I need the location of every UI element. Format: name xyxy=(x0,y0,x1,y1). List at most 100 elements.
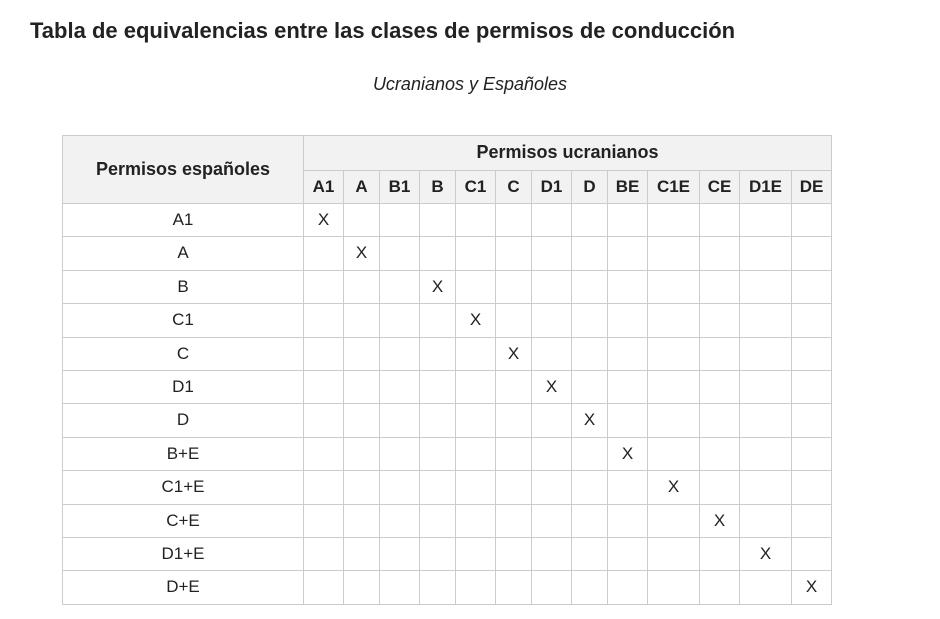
cell xyxy=(380,571,420,604)
column-header: C1 xyxy=(456,170,496,203)
table-head: Permisos españoles Permisos ucranianos A… xyxy=(63,136,832,204)
cell xyxy=(344,404,380,437)
cell xyxy=(700,237,740,270)
table-row: B+EX xyxy=(63,437,832,470)
cell xyxy=(420,437,456,470)
cell xyxy=(420,571,456,604)
cell xyxy=(572,304,608,337)
column-header: C xyxy=(496,170,532,203)
cell xyxy=(608,237,648,270)
cell xyxy=(608,304,648,337)
row-label: D1+E xyxy=(63,537,304,570)
row-header-label: Permisos españoles xyxy=(63,136,304,204)
cell xyxy=(380,270,420,303)
cell xyxy=(304,437,344,470)
row-label: C xyxy=(63,337,304,370)
cell xyxy=(648,404,700,437)
cell xyxy=(496,537,532,570)
cell: X xyxy=(344,237,380,270)
cell xyxy=(496,404,532,437)
cell xyxy=(420,337,456,370)
cell xyxy=(496,471,532,504)
cell xyxy=(420,404,456,437)
cell xyxy=(608,471,648,504)
cell xyxy=(572,471,608,504)
column-header: D xyxy=(572,170,608,203)
cell xyxy=(532,237,572,270)
cell xyxy=(304,504,344,537)
cell xyxy=(420,203,456,236)
cell: X xyxy=(496,337,532,370)
cell xyxy=(532,270,572,303)
cell xyxy=(572,437,608,470)
cell xyxy=(648,504,700,537)
cell xyxy=(420,537,456,570)
cell xyxy=(380,237,420,270)
cell xyxy=(344,437,380,470)
cell xyxy=(496,504,532,537)
cell xyxy=(532,203,572,236)
cell xyxy=(344,504,380,537)
cell xyxy=(456,337,496,370)
row-label: D+E xyxy=(63,571,304,604)
cell xyxy=(304,237,344,270)
column-header: D1 xyxy=(532,170,572,203)
cell: X xyxy=(572,404,608,437)
cell xyxy=(380,437,420,470)
cell xyxy=(740,571,792,604)
cell xyxy=(572,504,608,537)
cell xyxy=(740,504,792,537)
column-header: D1E xyxy=(740,170,792,203)
cell xyxy=(344,337,380,370)
cell: X xyxy=(304,203,344,236)
cell xyxy=(648,537,700,570)
cell xyxy=(608,370,648,403)
cell xyxy=(304,537,344,570)
column-header: DE xyxy=(792,170,832,203)
header-row-1: Permisos españoles Permisos ucranianos xyxy=(63,136,832,171)
table-row: BX xyxy=(63,270,832,303)
cell xyxy=(792,437,832,470)
cell xyxy=(304,571,344,604)
page-title: Tabla de equivalencias entre las clases … xyxy=(30,18,910,44)
cell xyxy=(532,504,572,537)
table-row: D+EX xyxy=(63,571,832,604)
cell: X xyxy=(420,270,456,303)
cell xyxy=(420,504,456,537)
cell xyxy=(700,337,740,370)
cell xyxy=(740,237,792,270)
cell: X xyxy=(456,304,496,337)
cell xyxy=(792,537,832,570)
cell xyxy=(700,571,740,604)
cell xyxy=(648,337,700,370)
cell xyxy=(740,404,792,437)
cell xyxy=(572,203,608,236)
cell xyxy=(496,370,532,403)
cell xyxy=(496,237,532,270)
row-label: B xyxy=(63,270,304,303)
cell xyxy=(532,537,572,570)
group-header-label: Permisos ucranianos xyxy=(304,136,832,171)
table-body: A1XAXBXC1XCXD1XDXB+EXC1+EXC+EXD1+EXD+EX xyxy=(63,203,832,604)
column-header: C1E xyxy=(648,170,700,203)
cell xyxy=(532,471,572,504)
table-row: C+EX xyxy=(63,504,832,537)
page: Tabla de equivalencias entre las clases … xyxy=(0,0,940,605)
cell xyxy=(496,437,532,470)
row-label: D xyxy=(63,404,304,437)
cell xyxy=(792,304,832,337)
cell xyxy=(344,537,380,570)
cell xyxy=(380,404,420,437)
cell xyxy=(380,203,420,236)
cell xyxy=(792,404,832,437)
table-row: C1+EX xyxy=(63,471,832,504)
cell xyxy=(792,270,832,303)
cell: X xyxy=(648,471,700,504)
cell xyxy=(700,304,740,337)
table-row: A1X xyxy=(63,203,832,236)
cell xyxy=(792,203,832,236)
cell xyxy=(608,203,648,236)
cell xyxy=(700,404,740,437)
cell xyxy=(496,203,532,236)
cell xyxy=(608,571,648,604)
